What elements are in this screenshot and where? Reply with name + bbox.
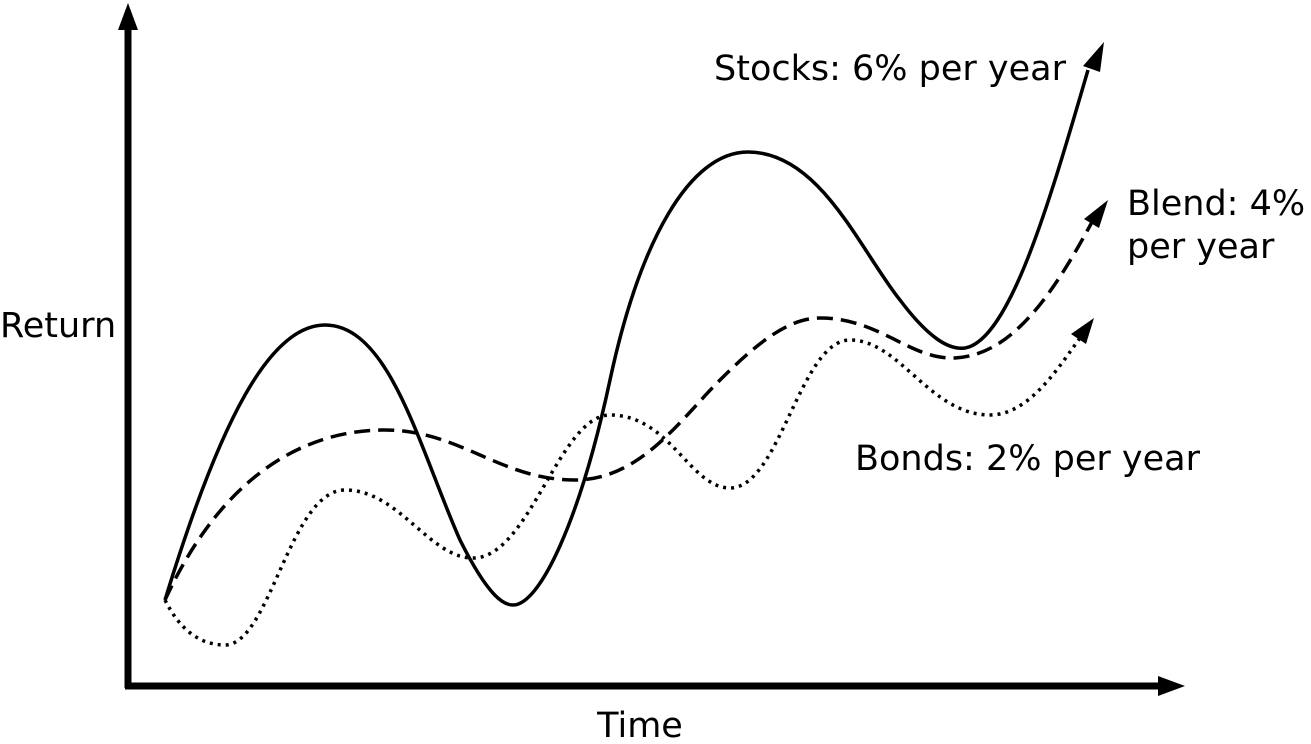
stocks-arrow (1083, 42, 1104, 72)
y-axis-label: Return (0, 306, 116, 346)
blend-label: per year (1127, 227, 1275, 267)
y-axis-arrow (118, 3, 138, 30)
x-axis-label: Time (596, 706, 683, 744)
bonds-arrow (1071, 318, 1094, 344)
bonds-label: Bonds: 2% per year (855, 439, 1201, 479)
blend-curve (163, 221, 1094, 601)
stocks-curve (163, 69, 1090, 607)
stocks-label: Stocks: 6% per year (714, 49, 1067, 89)
bonds-curve (163, 336, 1082, 647)
x-axis-arrow (1158, 676, 1185, 696)
blend-label: Blend: 4% (1127, 184, 1305, 224)
blend-arrow (1084, 200, 1108, 228)
